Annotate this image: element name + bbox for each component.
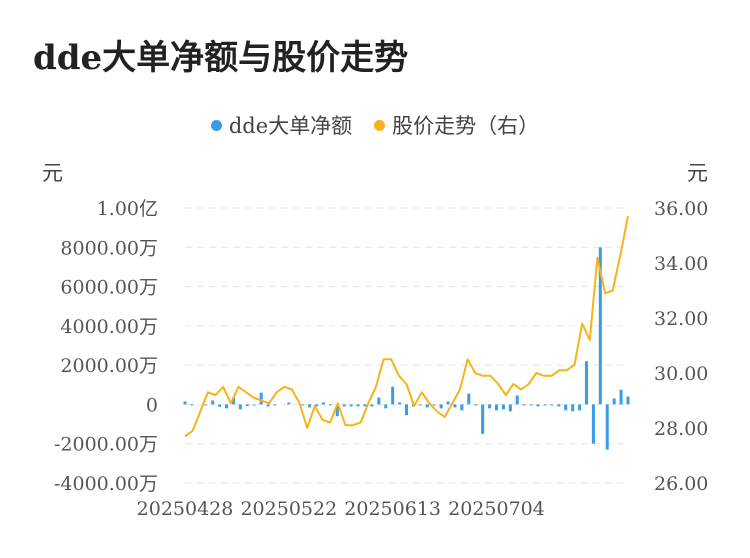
x-tick-label: 20250613 xyxy=(344,498,441,520)
dde-bar xyxy=(536,404,540,407)
dde-bar xyxy=(287,402,291,405)
dde-bar xyxy=(439,404,443,409)
dde-bar xyxy=(273,404,277,406)
dde-bar xyxy=(190,404,194,406)
dde-bar xyxy=(508,404,512,412)
dde-bar xyxy=(474,404,478,406)
right-tick-label: 36.00 xyxy=(654,198,708,220)
dde-bar xyxy=(619,389,623,405)
dde-bar xyxy=(598,247,602,405)
left-tick-label: 2000.00万 xyxy=(60,355,158,377)
legend-swatch-dde xyxy=(210,119,222,131)
dde-bar xyxy=(591,404,595,444)
dde-bar xyxy=(225,404,229,409)
left-tick-label: -4000.00万 xyxy=(54,473,158,495)
dde-bar xyxy=(335,404,339,417)
dde-bar xyxy=(405,404,408,416)
left-axis-unit: 元 xyxy=(42,161,63,185)
dde-bar xyxy=(612,398,616,405)
legend-label-dde: dde大单净额 xyxy=(228,114,353,138)
dde-bar xyxy=(252,404,256,406)
dde-bar xyxy=(391,386,395,405)
dde-bar xyxy=(349,404,353,407)
right-axis-unit: 元 xyxy=(687,161,708,185)
dde-bar xyxy=(453,404,457,408)
dde-bar xyxy=(557,404,561,407)
dde-bar xyxy=(501,404,505,410)
dde-bar xyxy=(315,404,319,407)
dde-bar xyxy=(266,404,270,407)
dde-bar xyxy=(522,404,526,406)
dde-bar xyxy=(564,404,568,411)
legend-item-price[interactable]: 股价走势（右） xyxy=(374,110,539,140)
right-tick-label: 32.00 xyxy=(654,308,708,330)
right-tick-label: 30.00 xyxy=(654,363,708,385)
right-tick-label: 34.00 xyxy=(654,253,708,275)
dde-bar xyxy=(384,404,388,409)
dde-bar xyxy=(211,400,215,405)
dde-bar xyxy=(605,404,609,450)
dde-bar xyxy=(321,402,325,405)
dde-bar xyxy=(550,404,554,406)
dde-bar xyxy=(543,404,547,406)
dde-bar xyxy=(204,404,208,406)
legend-swatch-price xyxy=(374,119,386,131)
dde-bar xyxy=(259,392,263,405)
chart-title: dde大单净额与股价走势 xyxy=(33,38,409,78)
left-tick-label: 6000.00万 xyxy=(60,277,158,299)
dde-bar xyxy=(363,404,367,407)
dde-bar xyxy=(432,404,436,406)
dde-bar xyxy=(183,401,187,405)
dde-bar xyxy=(446,401,450,405)
x-tick-label: 20250428 xyxy=(137,498,234,520)
legend: dde大单净额 股价走势（右） xyxy=(0,110,750,140)
dde-bar xyxy=(377,397,381,405)
dde-bar xyxy=(529,404,533,406)
legend-item-dde[interactable]: dde大单净额 xyxy=(210,110,353,140)
dde-bar xyxy=(460,404,464,411)
left-tick-label: 4000.00万 xyxy=(60,316,158,338)
legend-label-price: 股价走势（右） xyxy=(392,114,540,138)
dde-bar xyxy=(342,404,346,407)
dde-bar xyxy=(571,404,575,412)
dde-bar xyxy=(488,404,492,409)
right-tick-label: 28.00 xyxy=(654,418,708,440)
left-tick-label: 8000.00万 xyxy=(60,237,158,259)
dde-bar xyxy=(301,404,305,406)
dde-bar xyxy=(584,361,588,405)
dde-bar xyxy=(578,404,582,411)
dde-bar xyxy=(467,393,471,405)
left-tick-label: 0 xyxy=(146,394,158,416)
dde-bar xyxy=(494,404,498,411)
dde-bar xyxy=(328,404,332,406)
dde-bar xyxy=(481,404,485,434)
dde-bar xyxy=(356,404,360,407)
dde-bar xyxy=(370,404,374,407)
price-line xyxy=(184,216,629,438)
x-tick-label: 20250522 xyxy=(240,498,337,520)
dde-bar xyxy=(238,404,242,410)
dde-bar xyxy=(425,404,429,408)
dde-bar xyxy=(245,404,249,406)
dde-bar xyxy=(398,402,402,405)
right-tick-label: 26.00 xyxy=(654,473,708,495)
dde-bar xyxy=(626,396,630,405)
dde-bar xyxy=(231,397,235,405)
dde-bar xyxy=(308,404,312,408)
dde-bar xyxy=(218,404,222,407)
left-tick-label: -2000.00万 xyxy=(54,434,158,456)
left-tick-label: 1.00亿 xyxy=(97,198,158,220)
dde-bar xyxy=(515,395,519,405)
dde-bar xyxy=(418,404,422,406)
x-tick-label: 20250704 xyxy=(448,498,545,520)
